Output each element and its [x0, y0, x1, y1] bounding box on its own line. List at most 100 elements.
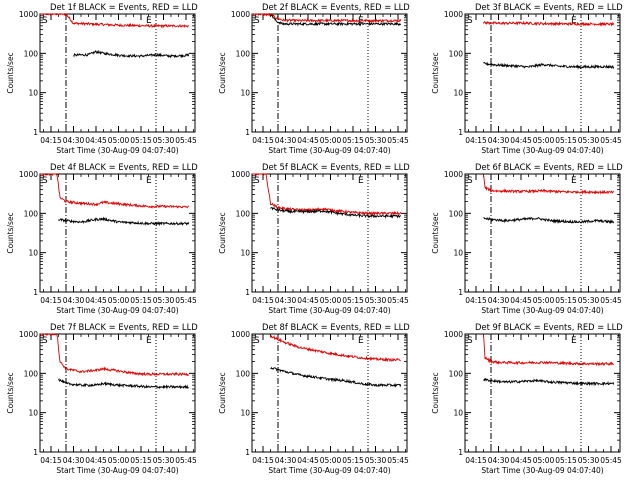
start-marker-label: S: [42, 336, 48, 346]
y-tick-label: 1000: [231, 330, 250, 339]
x-axis-label: Start Time (30-Aug-09 04:07:40): [268, 146, 390, 155]
plot-frame: [464, 333, 621, 453]
panel-title: Det 9f BLACK = Events, RED = LLD: [475, 322, 623, 332]
y-tick-label: 100: [24, 49, 39, 58]
x-tick-label: 04:30: [488, 296, 510, 305]
y-tick-label: 100: [236, 49, 251, 58]
y-tick-label: 1: [33, 288, 38, 297]
panel-title: Det 7f BLACK = Events, RED = LLD: [50, 322, 198, 332]
events-trace: [270, 207, 402, 219]
x-tick-label: 04:45: [510, 456, 532, 465]
y-tick-label: 1: [458, 448, 463, 457]
x-tick-label: 04:30: [275, 456, 297, 465]
y-tick-label: 100: [449, 369, 464, 378]
lld-trace: [270, 334, 401, 363]
x-tick-label: 05:00: [533, 296, 555, 305]
events-trace: [58, 216, 190, 227]
events-trace: [483, 377, 615, 387]
chart-panel: Det 7f BLACK = Events, RED = LLD 1 10 100 10…: [6, 322, 198, 475]
x-axis-label: Start Time (30-Aug-09 04:07:40): [56, 466, 178, 475]
plot-frame: [464, 173, 621, 293]
y-tick-label: 1000: [444, 170, 463, 179]
start-marker-label: S: [467, 176, 473, 186]
y-tick-label: 100: [24, 369, 39, 378]
x-tick-label: 05:00: [108, 136, 130, 145]
x-tick-label: 05:15: [555, 136, 577, 145]
x-tick-label: 05:15: [555, 296, 577, 305]
x-tick-label: 05:45: [387, 296, 409, 305]
chart-panel: Det 3f BLACK = Events, RED = LLD 1 10 100 10…: [431, 2, 623, 155]
x-tick-label: 04:15: [252, 296, 274, 305]
x-axis-label: Start Time (30-Aug-09 04:07:40): [268, 466, 390, 475]
events-trace: [483, 216, 615, 225]
start-marker-label: S: [254, 176, 260, 186]
y-tick-label: 100: [24, 209, 39, 218]
end-marker-label: E: [358, 336, 364, 346]
y-tick-label: 100: [236, 369, 251, 378]
end-marker-label: E: [146, 336, 152, 346]
y-tick-label: 10: [240, 249, 250, 258]
lld-trace: [39, 13, 190, 29]
x-tick-label: 04:30: [63, 136, 85, 145]
x-tick-label: 05:30: [153, 136, 175, 145]
x-tick-label: 05:00: [533, 136, 555, 145]
x-tick-label: 05:15: [342, 456, 364, 465]
x-tick-label: 04:30: [63, 456, 85, 465]
y-tick-label: 1: [245, 288, 250, 297]
x-tick-label: 05:15: [130, 456, 152, 465]
chart-panel: Det 6f BLACK = Events, RED = LLD 1 10 100 10…: [431, 162, 623, 315]
chart-panel: Det 5f BLACK = Events, RED = LLD 1 10 100 10…: [218, 162, 410, 315]
start-marker-label: S: [467, 336, 473, 346]
x-tick-label: 05:30: [365, 136, 387, 145]
x-tick-label: 04:30: [488, 136, 510, 145]
x-tick-label: 04:45: [297, 296, 319, 305]
events-trace: [270, 366, 402, 388]
y-axis-label: Counts/sec: [218, 212, 227, 253]
x-tick-label: 05:45: [387, 136, 409, 145]
x-tick-label: 04:15: [40, 456, 62, 465]
x-tick-label: 05:00: [108, 296, 130, 305]
x-tick-label: 04:45: [297, 136, 319, 145]
x-tick-label: 04:15: [465, 456, 487, 465]
x-tick-label: 05:00: [533, 456, 555, 465]
chart-panel: Det 9f BLACK = Events, RED = LLD 1 10 100 10…: [431, 322, 623, 475]
chart-panel: Det 4f BLACK = Events, RED = LLD 1 10 100 10…: [6, 162, 198, 315]
x-tick-label: 04:15: [40, 136, 62, 145]
y-tick-label: 10: [453, 249, 463, 258]
panel-title: Det 8f BLACK = Events, RED = LLD: [262, 322, 410, 332]
x-tick-label: 04:45: [85, 296, 107, 305]
x-tick-label: 05:30: [153, 456, 175, 465]
x-tick-label: 05:00: [320, 456, 342, 465]
lld-trace: [483, 334, 614, 367]
y-axis-label: Counts/sec: [431, 52, 440, 93]
y-tick-label: 1: [458, 128, 463, 137]
x-tick-label: 05:45: [600, 136, 622, 145]
x-axis-label: Start Time (30-Aug-09 04:07:40): [56, 146, 178, 155]
x-tick-label: 04:15: [465, 136, 487, 145]
y-tick-label: 10: [28, 409, 38, 418]
x-tick-label: 05:45: [175, 456, 197, 465]
x-tick-label: 05:00: [320, 296, 342, 305]
x-tick-label: 05:30: [578, 296, 600, 305]
x-axis-label: Start Time (30-Aug-09 04:07:40): [56, 306, 178, 315]
x-tick-label: 05:30: [578, 456, 600, 465]
y-tick-label: 1000: [19, 10, 38, 19]
x-tick-label: 04:30: [275, 296, 297, 305]
x-tick-label: 04:30: [488, 456, 510, 465]
lld-trace: [251, 12, 402, 24]
y-tick-label: 1000: [231, 170, 250, 179]
x-tick-label: 04:45: [510, 136, 532, 145]
y-tick-label: 10: [453, 89, 463, 98]
plot-frame: [251, 13, 408, 133]
y-tick-label: 1: [245, 128, 250, 137]
x-tick-label: 04:45: [85, 456, 107, 465]
y-axis-label: Counts/sec: [6, 212, 15, 253]
panel-title: Det 2f BLACK = Events, RED = LLD: [262, 2, 410, 12]
x-tick-label: 05:30: [578, 136, 600, 145]
plot-frame: [39, 333, 196, 453]
x-axis-label: Start Time (30-Aug-09 04:07:40): [481, 466, 603, 475]
x-tick-label: 05:00: [320, 136, 342, 145]
y-axis-label: Counts/sec: [431, 212, 440, 253]
panel-title: Det 1f BLACK = Events, RED = LLD: [50, 2, 198, 12]
